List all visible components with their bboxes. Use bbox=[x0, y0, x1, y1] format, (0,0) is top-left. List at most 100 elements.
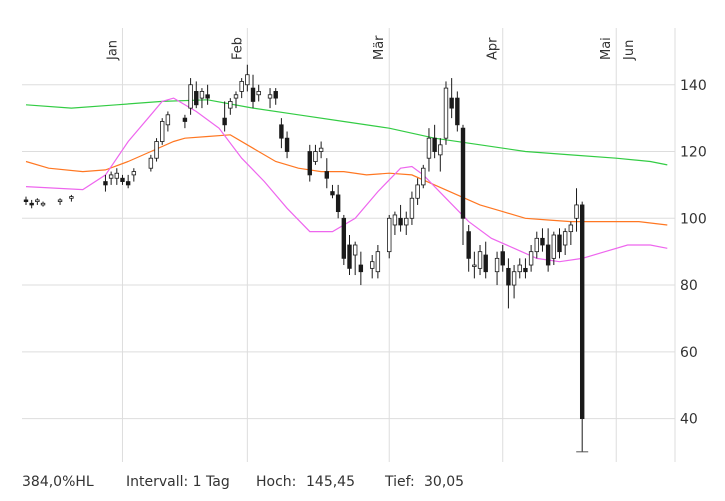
candle-body bbox=[545, 244, 551, 266]
high-value: 145,45 bbox=[306, 474, 355, 490]
month-label: Mai bbox=[599, 37, 614, 60]
candle-body bbox=[199, 91, 205, 99]
candle-body bbox=[165, 114, 171, 126]
candle-body bbox=[108, 174, 114, 179]
candle-body bbox=[500, 251, 505, 266]
candle-body bbox=[347, 244, 352, 269]
candle-body bbox=[370, 261, 375, 269]
candle-body bbox=[256, 91, 261, 96]
candle bbox=[443, 81, 449, 145]
candle-body bbox=[245, 74, 250, 86]
candle-body bbox=[579, 204, 585, 420]
candle-body bbox=[562, 231, 568, 246]
candle-body bbox=[404, 217, 409, 226]
candle-body bbox=[125, 181, 131, 186]
candle-body bbox=[205, 94, 210, 99]
candle-body bbox=[432, 137, 437, 152]
high-label: Hoch: bbox=[256, 474, 297, 490]
candle bbox=[108, 171, 114, 185]
candle bbox=[239, 78, 244, 99]
candle-body bbox=[228, 101, 233, 109]
candle bbox=[307, 144, 312, 182]
candle bbox=[40, 201, 46, 207]
candle bbox=[330, 184, 335, 199]
candle-body bbox=[421, 167, 426, 186]
candle-body bbox=[131, 171, 137, 176]
candle bbox=[500, 245, 505, 272]
candle-body bbox=[517, 264, 522, 273]
candle-body bbox=[154, 141, 159, 159]
candle-body bbox=[472, 264, 477, 267]
candle bbox=[228, 98, 233, 115]
candle-body bbox=[194, 91, 199, 106]
candle bbox=[506, 258, 511, 309]
candle bbox=[352, 241, 358, 276]
candle-body bbox=[29, 202, 34, 206]
candle-body bbox=[23, 199, 29, 203]
candle-body bbox=[40, 202, 46, 206]
y-tick-label: 120 bbox=[680, 145, 707, 161]
low-label: Tief: bbox=[385, 474, 415, 490]
candle-body bbox=[449, 97, 454, 109]
candle-body bbox=[279, 124, 284, 139]
candle-body bbox=[511, 271, 517, 286]
candle-body bbox=[460, 127, 466, 219]
y-tick-label: 80 bbox=[680, 278, 698, 294]
candle-body bbox=[443, 87, 449, 139]
candle bbox=[358, 251, 364, 286]
candle bbox=[335, 184, 341, 219]
candle bbox=[69, 194, 74, 202]
candle bbox=[392, 211, 398, 235]
candle bbox=[256, 84, 261, 102]
candle-body bbox=[483, 254, 488, 273]
candle bbox=[131, 168, 137, 182]
candles bbox=[23, 64, 589, 453]
candle bbox=[568, 221, 574, 245]
candle-body bbox=[120, 177, 125, 182]
plot-background bbox=[0, 0, 725, 470]
stock-chart: Jan Feb Mär Apr Mai Jun 40 60 80 100 120 140 bbox=[0, 0, 725, 470]
candle bbox=[284, 131, 290, 159]
candle bbox=[375, 245, 381, 279]
candle bbox=[534, 231, 539, 259]
candle bbox=[120, 174, 125, 185]
candle bbox=[523, 258, 528, 279]
candle bbox=[103, 174, 108, 192]
chart-footer: 384,0%HL Intervall: 1 Tag Hoch: 145,45 T… bbox=[0, 472, 725, 496]
y-tick-label: 60 bbox=[680, 345, 698, 361]
candle bbox=[233, 91, 239, 109]
low-value: 30,05 bbox=[424, 474, 465, 490]
month-labels: Jan Feb Mär Apr Mai Jun bbox=[105, 35, 636, 61]
candle bbox=[29, 199, 34, 209]
candle bbox=[245, 64, 250, 92]
candle-body bbox=[35, 199, 40, 203]
candle-body bbox=[239, 81, 244, 92]
candle-body bbox=[438, 144, 443, 156]
candle-body bbox=[250, 87, 256, 102]
candle-body bbox=[313, 151, 318, 162]
candle bbox=[404, 211, 409, 235]
candle bbox=[205, 84, 210, 105]
candle-body bbox=[188, 84, 193, 109]
candle-body bbox=[466, 231, 471, 259]
candle-body bbox=[398, 217, 403, 226]
candle bbox=[472, 251, 477, 279]
candle bbox=[449, 78, 454, 119]
candle bbox=[341, 214, 347, 266]
candle bbox=[165, 111, 171, 132]
month-label: Jun bbox=[622, 40, 637, 61]
candle bbox=[267, 88, 273, 109]
candle-body bbox=[540, 237, 545, 246]
candle-body bbox=[409, 197, 415, 219]
candle bbox=[23, 196, 29, 205]
candle-body bbox=[330, 191, 335, 196]
candle bbox=[409, 191, 415, 225]
candle-body bbox=[182, 117, 188, 122]
candle-body bbox=[335, 194, 341, 213]
y-tick-label: 140 bbox=[680, 78, 707, 94]
candle bbox=[455, 91, 460, 132]
candle bbox=[222, 101, 227, 132]
candle bbox=[460, 124, 466, 245]
candle bbox=[432, 124, 437, 159]
candle-body bbox=[477, 251, 483, 269]
